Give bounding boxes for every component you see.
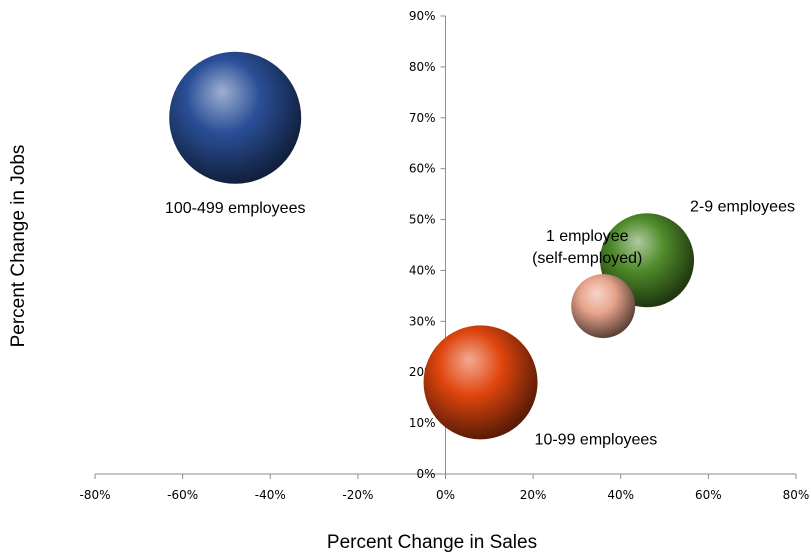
bubble-100-499 [169,52,301,184]
bubble-10-99 [424,325,538,439]
x-tick-label: -80% [79,488,110,502]
x-tick-label: -60% [167,488,198,502]
bubble-label: 100-499 employees [165,200,306,217]
x-tick-label: -20% [342,488,373,502]
y-tick-label: 90% [409,9,436,23]
y-axis-title: Percent Change in Jobs [8,145,29,348]
y-tick-label: 0% [416,467,435,481]
x-tick-label: 20% [520,488,547,502]
x-tick-label: 60% [695,488,722,502]
y-tick-label: 10% [409,416,436,430]
y-tick-label: 60% [409,162,436,176]
bubble-label: (self-employed) [532,250,642,267]
y-tick-label: 40% [409,263,436,277]
y-tick-label: 50% [409,213,436,227]
bubble-label: 1 employee [546,228,629,245]
x-axis-title: Percent Change in Sales [327,532,537,553]
x-tick-label: 80% [783,488,810,502]
x-tick-label: -40% [255,488,286,502]
x-tick-label: 40% [607,488,634,502]
x-tick-label: 0% [436,488,455,502]
y-tick-label: 80% [409,60,436,74]
bubble-1 [571,274,635,338]
y-tick-label: 30% [409,314,436,328]
y-tick-label: 70% [409,111,436,125]
bubble-label: 10-99 employees [535,431,658,448]
bubble-label: 2-9 employees [690,198,795,215]
